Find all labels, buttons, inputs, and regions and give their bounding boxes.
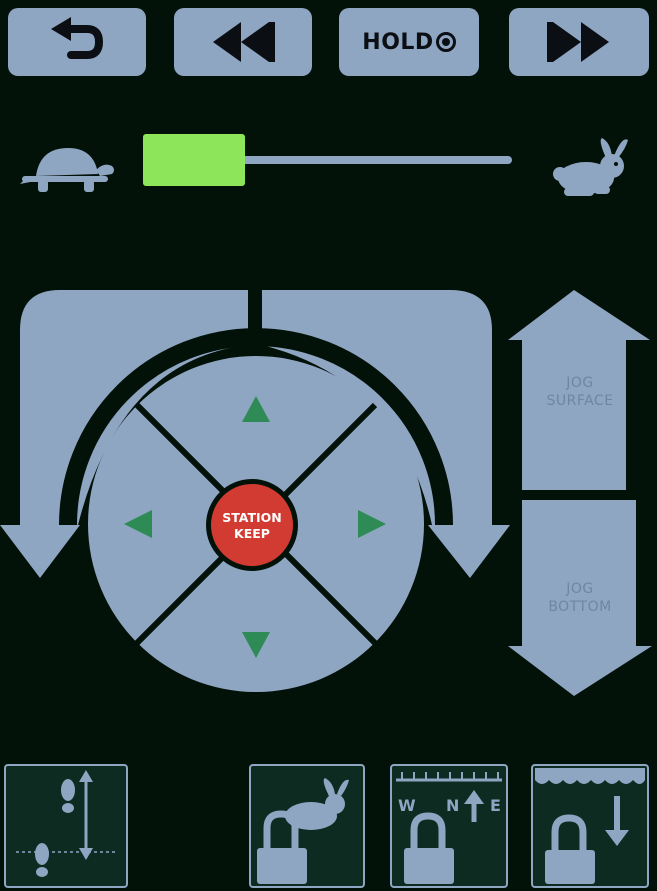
move-backward-arrow[interactable] (242, 632, 270, 658)
compass-north-label: N (446, 796, 460, 815)
rewind-button[interactable] (174, 8, 312, 76)
jog-bottom-line2: BOTTOM (548, 599, 612, 615)
record-dot-icon (435, 32, 456, 52)
jog-bottom-button[interactable] (508, 500, 652, 696)
jog-surface-line1: JOG (566, 375, 594, 391)
fast-forward-icon (547, 22, 609, 62)
undo-arrow-icon (51, 17, 104, 59)
jog-surface-line2: SURFACE (546, 393, 614, 409)
speed-lock-button[interactable] (249, 764, 365, 888)
rewind-icon (213, 22, 275, 62)
move-forward-arrow[interactable] (242, 396, 270, 422)
fast-forward-button[interactable] (509, 8, 649, 76)
hold-label: HOLD (362, 29, 434, 55)
turn-left-arrowhead[interactable] (0, 525, 80, 578)
move-left-arrow[interactable] (124, 510, 152, 538)
surface-depth-lock-icon (535, 768, 645, 884)
heading-lock-button[interactable]: W N E (390, 764, 508, 888)
compass-lock-icon (396, 772, 502, 884)
turn-right-arrowhead[interactable] (428, 525, 510, 578)
hold-button[interactable]: HOLD (339, 8, 479, 76)
back-button[interactable] (8, 8, 146, 76)
footsteps-icon (16, 770, 116, 877)
move-right-arrow[interactable] (358, 510, 386, 538)
compass-west-label: W (398, 796, 416, 815)
jog-surface-label: JOG SURFACE (520, 374, 640, 410)
compass-east-label: E (490, 796, 501, 815)
waypoint-walk-button[interactable] (4, 764, 128, 888)
jog-surface-button[interactable] (508, 290, 650, 490)
jog-bottom-line1: JOG (566, 581, 594, 597)
station-keep-button[interactable] (211, 484, 293, 566)
rabbit-lock-icon (257, 778, 349, 884)
depth-lock-button[interactable] (531, 764, 649, 888)
speed-slider-track[interactable] (240, 156, 512, 164)
speed-slider-thumb[interactable] (143, 134, 245, 186)
jog-bottom-label: JOG BOTTOM (520, 580, 640, 616)
turtle-icon (20, 148, 114, 192)
rabbit-icon (553, 138, 628, 196)
